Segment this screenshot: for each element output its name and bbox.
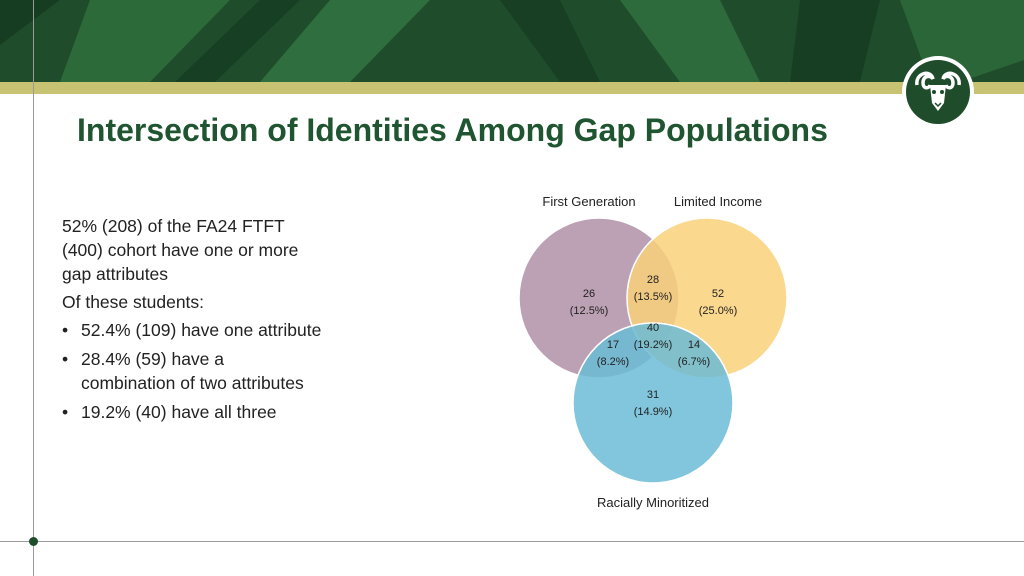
rm-only-count: 31	[647, 389, 659, 401]
all-three-count: 40	[647, 322, 659, 334]
list-item: • 19.2% (40) have all three	[62, 402, 277, 422]
university-logo	[901, 55, 975, 129]
summary-text: 52% (208) of the FA24 FTFT (400) cohort …	[62, 214, 322, 429]
fg-li-count: 28	[647, 274, 659, 286]
rm-only-pct: (14.9%)	[634, 406, 673, 418]
li-only-pct: (25.0%)	[699, 305, 738, 317]
intro-paragraph: 52% (208) of the FA24 FTFT (400) cohort …	[62, 216, 299, 284]
banner-pattern	[0, 0, 1024, 82]
subheading: Of these students:	[62, 292, 205, 312]
bottom-rule	[0, 541, 1024, 542]
header-banner	[0, 0, 1024, 82]
ram-icon	[902, 56, 974, 128]
list-item: • 52.4% (109) have one attribute	[62, 320, 322, 340]
fg-rm-pct: (8.2%)	[597, 356, 629, 368]
set-label-racially-minoritized: Racially Minoritized	[597, 495, 709, 510]
left-rule	[33, 0, 34, 576]
fg-li-pct: (13.5%)	[634, 291, 673, 303]
li-only-count: 52	[712, 288, 724, 300]
venn-diagram: First Generation Limited Income Racially…	[518, 194, 788, 510]
header-gold-stripe	[0, 82, 1024, 94]
fg-rm-count: 17	[607, 339, 619, 351]
bullet-list: • 52.4% (109) have one attribute • 28.4% (…	[62, 318, 322, 424]
slide-title: Intersection of Identities Among Gap Pop…	[77, 112, 828, 148]
circle-racially-minoritized	[572, 322, 734, 484]
all-three-pct: (19.2%)	[634, 339, 673, 351]
list-item: • 28.4% (59) have a combination of two at…	[62, 349, 304, 393]
set-label-limited-income: Limited Income	[674, 194, 762, 209]
li-rm-count: 14	[688, 339, 700, 351]
fg-only-count: 26	[583, 288, 595, 300]
set-label-first-generation: First Generation	[542, 194, 635, 209]
li-rm-pct: (6.7%)	[678, 356, 710, 368]
rule-dot	[29, 537, 38, 546]
fg-only-pct: (12.5%)	[570, 305, 609, 317]
